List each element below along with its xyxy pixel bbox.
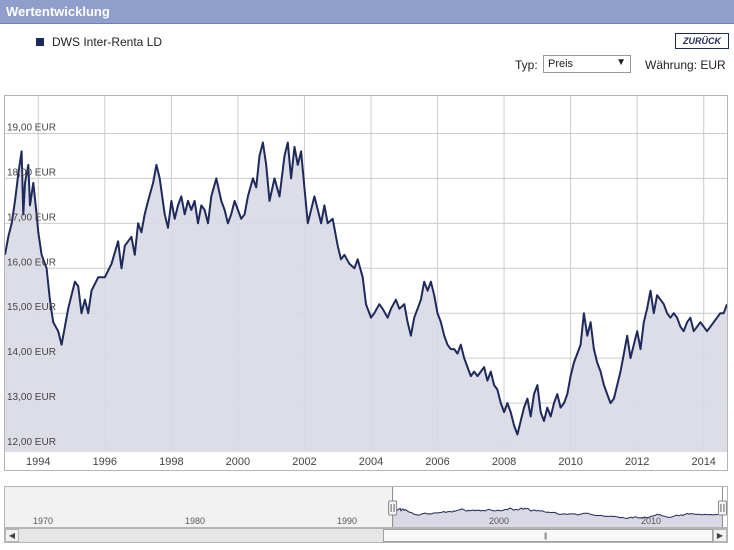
- navigator-line: [392, 507, 723, 520]
- navigator-tick-label: 1990: [337, 516, 357, 526]
- navigator-tick-label: 2010: [641, 516, 661, 526]
- y-tick-label: 15,00 EUR: [7, 302, 56, 313]
- x-tick-label: 2004: [359, 456, 383, 468]
- y-tick-label: 12,00 EUR: [7, 437, 56, 448]
- dropdown-arrow-icon: ▼: [616, 57, 626, 68]
- widget-title: Wertentwicklung: [6, 4, 110, 19]
- x-tick-label: 2014: [691, 456, 715, 468]
- y-tick-label: 13,00 EUR: [7, 392, 56, 403]
- grip-icon: |||: [544, 533, 548, 540]
- chart-legend: DWS Inter-Renta LD: [36, 35, 162, 49]
- x-tick-label: 2002: [292, 456, 316, 468]
- legend-series-name: DWS Inter-Renta LD: [52, 35, 163, 49]
- y-tick-label: 19,00 EUR: [7, 122, 56, 133]
- navigator-unselected-mask: [5, 487, 393, 527]
- x-tick-label: 2010: [558, 456, 582, 468]
- y-tick-label: 14,00 EUR: [7, 347, 56, 358]
- price-line: [4, 141, 728, 436]
- chart-panel: 12,00 EUR 13,00 EUR 14,00 EUR 15,00 EUR 16,0…: [4, 95, 728, 471]
- back-button[interactable]: ZURÜCK: [675, 33, 729, 49]
- x-tick-label: 2012: [625, 456, 649, 468]
- y-tick-label: 16,00 EUR: [7, 257, 56, 268]
- y-axis-labels: 12,00 EUR 13,00 EUR 14,00 EUR 15,00 EUR 16,0…: [7, 122, 56, 448]
- legend-swatch: [36, 38, 44, 46]
- x-tick-label: 1996: [93, 456, 117, 468]
- navigator-tick-label: 1970: [33, 516, 53, 526]
- navigator-tick-label: 2000: [489, 516, 509, 526]
- navigator-left-handle[interactable]: [388, 487, 398, 527]
- y-tick-label: 18,00 EUR: [7, 167, 56, 178]
- navigator-area: [392, 508, 723, 527]
- chart-scrollbar[interactable]: ◀ ||| ▶: [4, 528, 728, 543]
- scroll-left-icon[interactable]: ◀: [5, 529, 19, 542]
- price-area: [5, 142, 727, 452]
- x-tick-label: 2008: [492, 456, 516, 468]
- x-tick-label: 1994: [26, 456, 50, 468]
- navigator-right-handle[interactable]: [717, 487, 727, 527]
- type-select[interactable]: Preis ▼: [543, 55, 631, 73]
- x-tick-label: 1998: [159, 456, 183, 468]
- navigator-chart[interactable]: 1970 1980 1990 2000 2010: [5, 487, 727, 527]
- type-label: Typ:: [515, 58, 538, 72]
- navigator-handles[interactable]: [388, 487, 727, 527]
- navigator-tick-label: 1980: [185, 516, 205, 526]
- scrollbar-thumb[interactable]: |||: [383, 529, 713, 542]
- navigator-axis-labels: 1970 1980 1990 2000 2010: [33, 516, 661, 526]
- x-axis-labels: 1994 1996 1998 2000 2002 2004 2006 2008 2010 2012…: [26, 456, 716, 468]
- x-tick-label: 2006: [425, 456, 449, 468]
- main-chart[interactable]: 12,00 EUR 13,00 EUR 14,00 EUR 15,00 EUR 16,0…: [4, 96, 728, 470]
- scroll-right-icon[interactable]: ▶: [713, 529, 727, 542]
- widget-header: Wertentwicklung: [0, 0, 734, 24]
- type-select-value: Preis: [548, 58, 574, 70]
- x-tick-label: 2000: [226, 456, 250, 468]
- y-tick-label: 17,00 EUR: [7, 212, 56, 223]
- range-navigator[interactable]: 1970 1980 1990 2000 2010: [4, 486, 728, 528]
- currency-label: Währung: EUR: [645, 58, 726, 72]
